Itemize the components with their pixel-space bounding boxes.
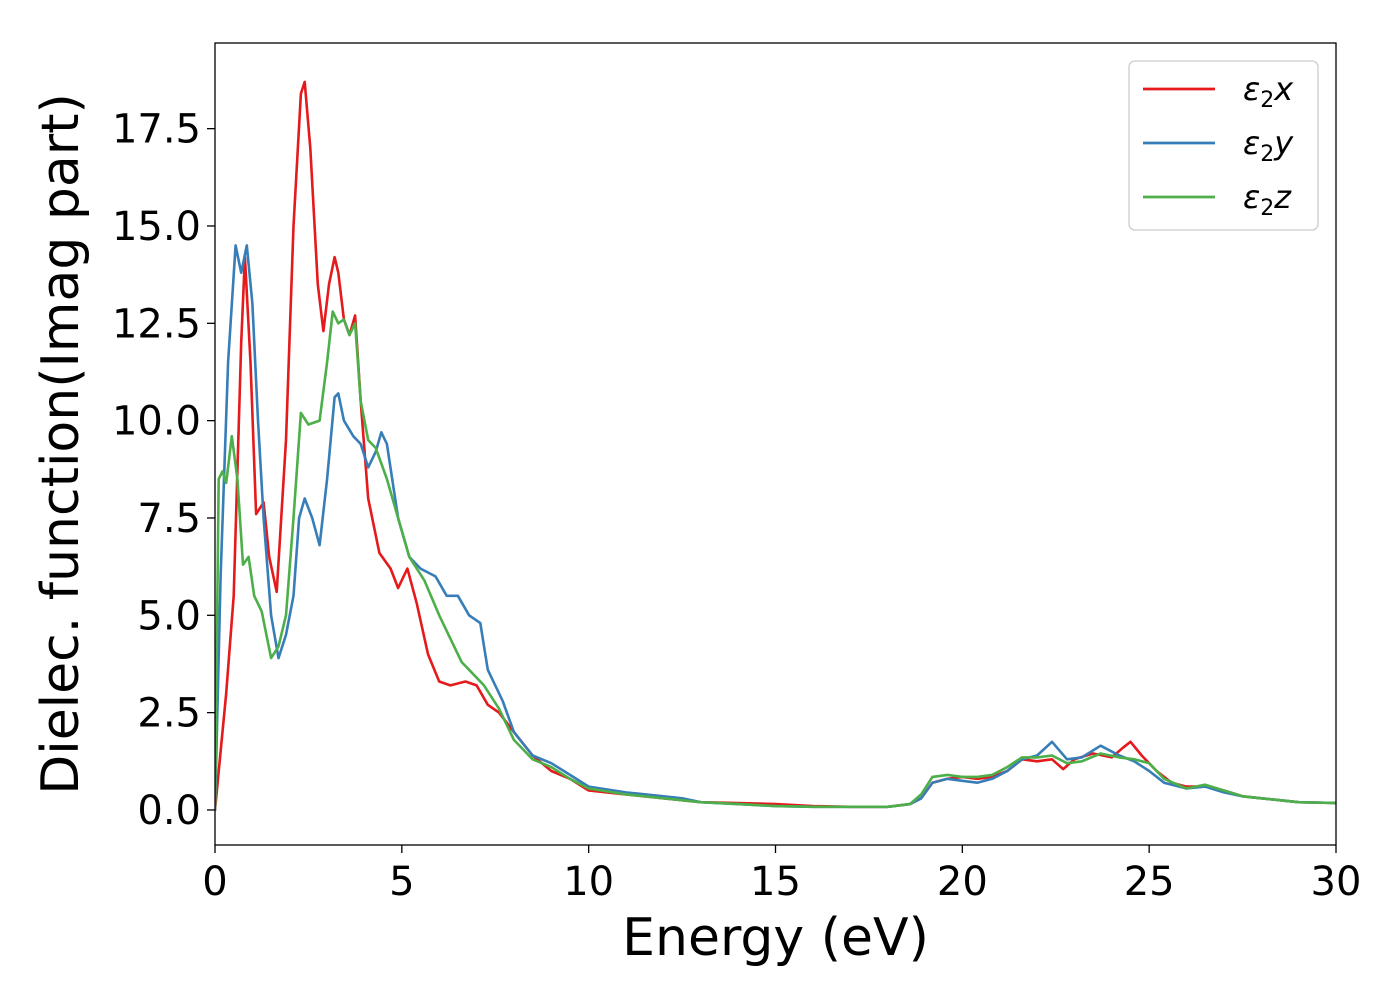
y-tick-label: 15.0: [112, 204, 201, 250]
x-axis-title: Energy (eV): [622, 908, 929, 968]
y-tick-label: 0.0: [137, 788, 201, 834]
legend: ε2x ε2y ε2z: [1128, 60, 1319, 231]
legend-label-x: ε2x: [1243, 70, 1294, 113]
x-tick-label: 25: [1124, 859, 1175, 905]
x-tick-label: 30: [1311, 859, 1362, 905]
x-tick-label: 5: [389, 859, 414, 905]
x-tick-label: 20: [937, 859, 988, 905]
y-tick-label: 17.5: [112, 107, 201, 153]
x-axis: 0 5 10 15 20 25 30: [202, 845, 1361, 905]
plot-area: [215, 80, 1336, 812]
series-line-z: [215, 310, 1336, 812]
y-tick-label: 12.5: [112, 301, 201, 347]
y-axis: 0.0 2.5 5.0 7.5 10.0 12.5 15.0 17.5: [112, 107, 215, 834]
y-tick-label: 10.0: [112, 399, 201, 445]
legend-label-z: ε2z: [1243, 178, 1292, 221]
x-tick-label: 15: [750, 859, 801, 905]
x-tick-label: 10: [563, 859, 614, 905]
y-tick-label: 5.0: [137, 593, 201, 639]
x-tick-label: 0: [202, 859, 227, 905]
legend-box: [1128, 60, 1319, 231]
series-line-y: [215, 244, 1336, 812]
legend-label-y: ε2y: [1243, 124, 1294, 167]
y-axis-title: Dielec. function(Imag part): [31, 93, 91, 795]
y-tick-label: 2.5: [137, 691, 201, 737]
y-tick-label: 7.5: [137, 496, 201, 542]
